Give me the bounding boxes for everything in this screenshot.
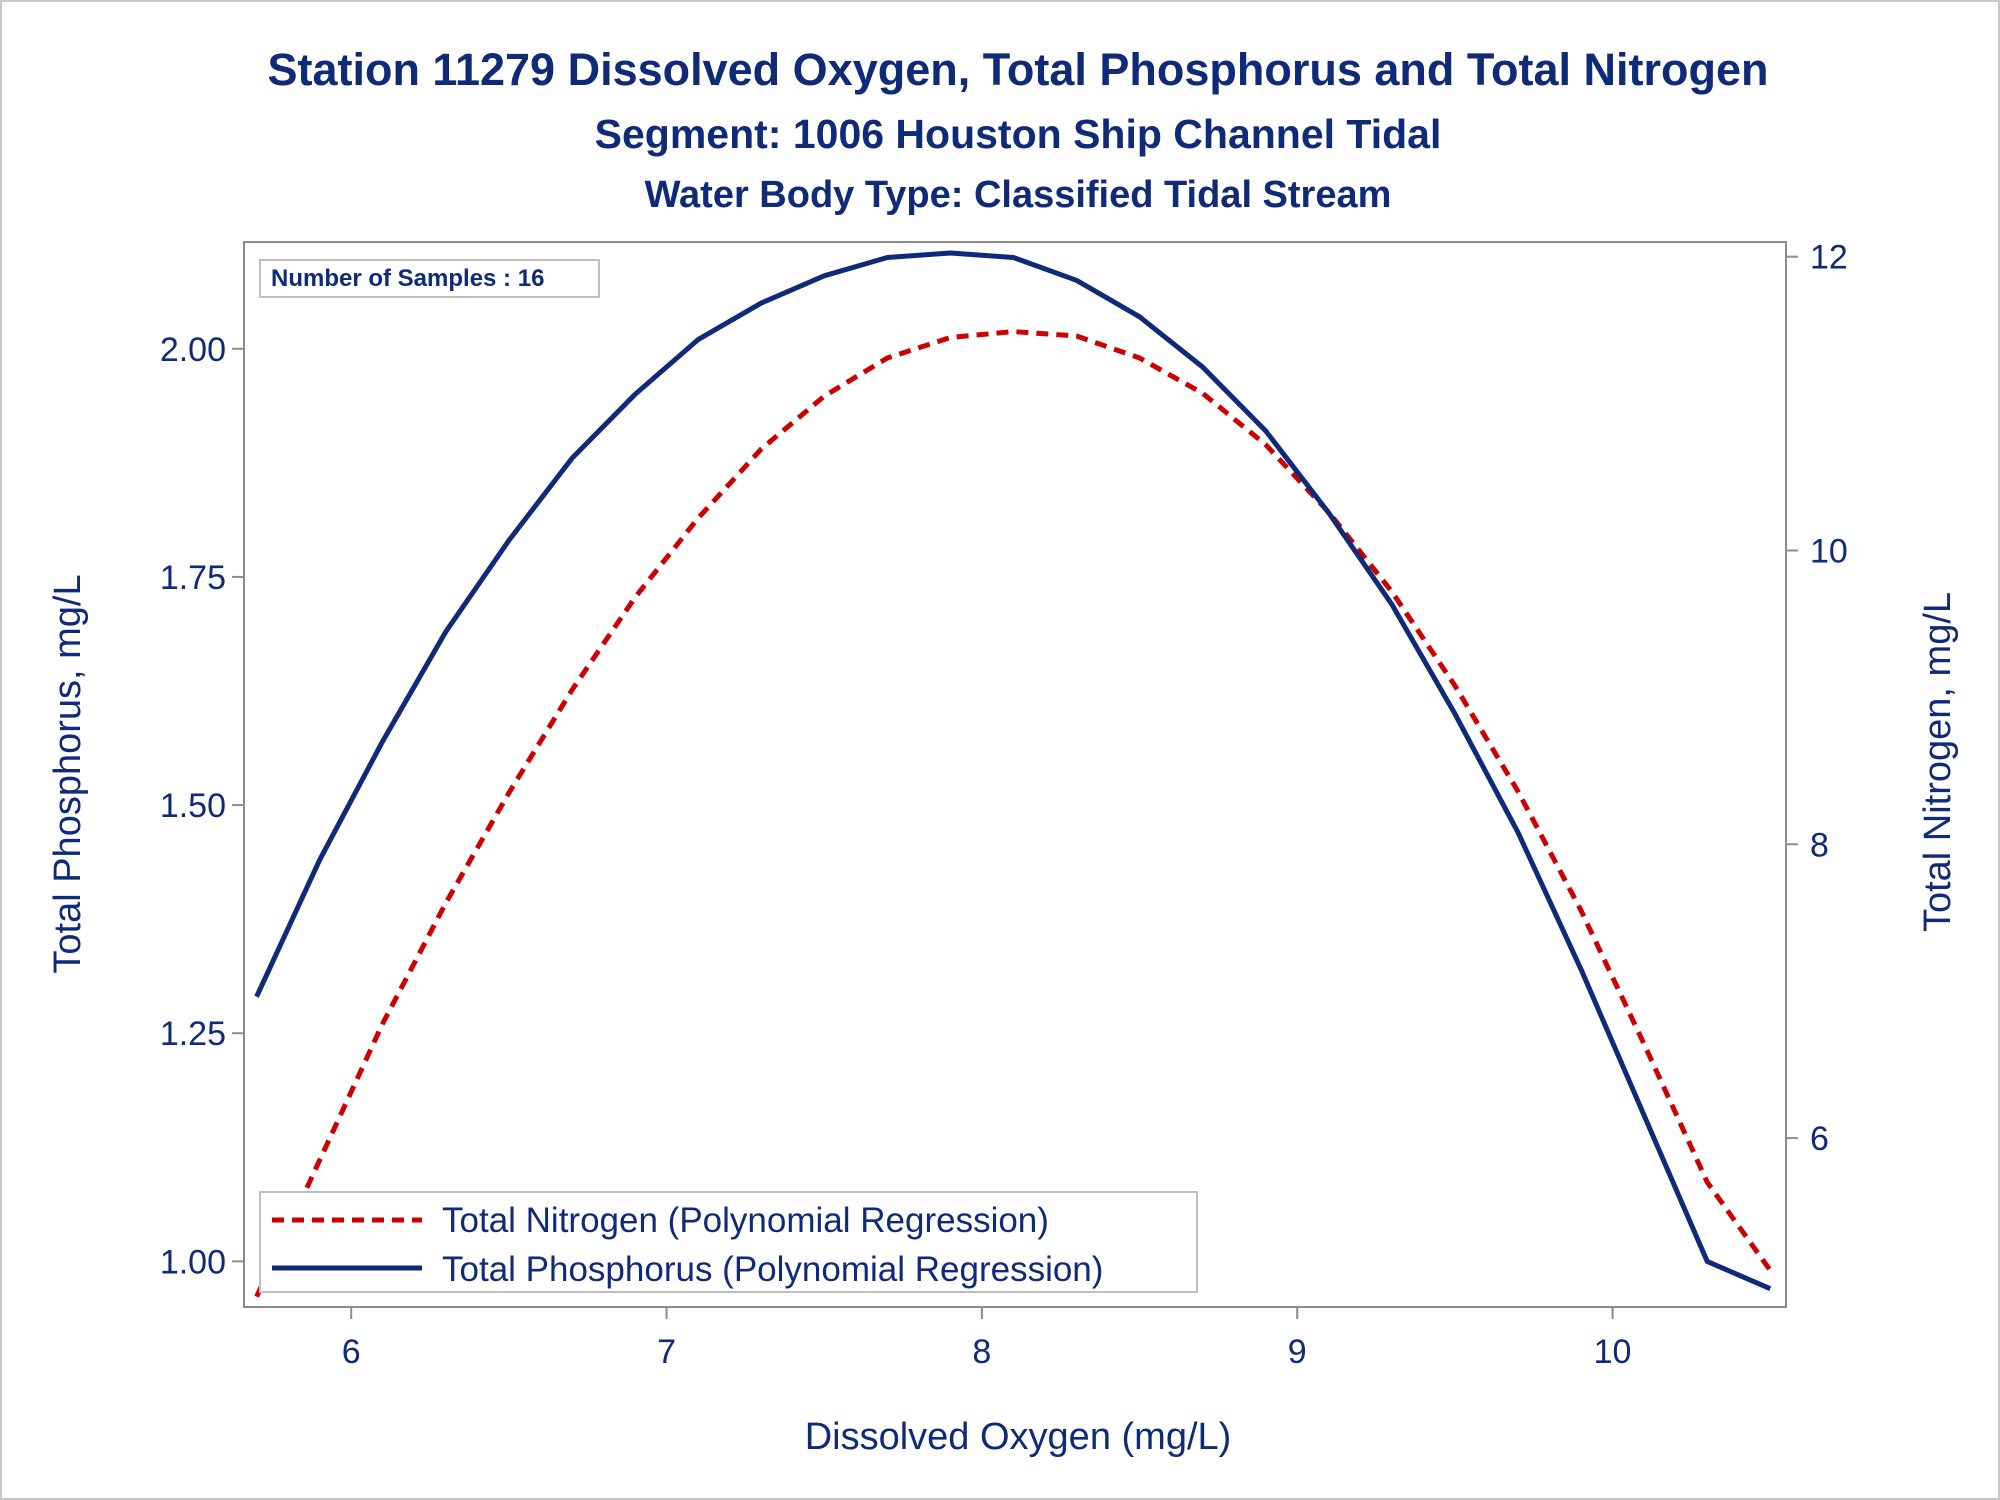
series-line-phosphorus (254, 250, 1772, 1291)
y-left-tick-label: 2.00 (160, 331, 226, 369)
sample-count-box: Number of Samples : 16 (259, 259, 600, 298)
chart-title: Station 11279 Dissolved Oxygen, Total Ph… (267, 44, 1768, 95)
series-layer (254, 250, 1773, 1298)
x-tick-label: 10 (1594, 1333, 1632, 1371)
y-right-tick-label: 12 (1810, 239, 1848, 277)
x-tick-label: 9 (1288, 1333, 1307, 1371)
chart-subtitle: Segment: 1006 Houston Ship Channel Tidal (595, 111, 1442, 157)
x-tick-label: 8 (972, 1333, 991, 1371)
x-tick-label: 6 (342, 1333, 361, 1371)
x-axis: 6 7 8 9 10 (342, 1307, 1632, 1371)
y-right-tick-label: 6 (1810, 1120, 1829, 1158)
chart-subtitle-2: Water Body Type: Classified Tidal Stream (645, 174, 1392, 216)
y-left-tick-label: 1.50 (160, 787, 226, 825)
y-left-tick-label: 1.25 (160, 1015, 226, 1053)
x-tick-label: 7 (657, 1333, 676, 1371)
x-axis-label: Dissolved Oxygen (mg/L) (805, 1416, 1232, 1458)
y-axis-left: 1.00 1.25 1.50 1.75 2.00 (160, 331, 244, 1281)
legend: Total Nitrogen (Polynomial Regression) T… (259, 1191, 1198, 1293)
legend-label-phosphorus: Total Phosphorus (Polynomial Regression) (442, 1250, 1103, 1289)
y-right-tick-label: 10 (1810, 532, 1848, 570)
legend-frame (259, 1191, 1198, 1293)
series-line-nitrogen (254, 329, 1773, 1298)
y-left-tick-label: 1.75 (160, 559, 226, 597)
y-axis-right-label: Total Nitrogen, mg/L (1917, 592, 1959, 932)
y-right-tick-label: 8 (1810, 826, 1829, 864)
y-axis-right: 6 8 10 12 (1786, 239, 1848, 1158)
sample-count-text: Number of Samples : 16 (271, 265, 544, 292)
y-axis-left-label: Total Phosphorus, mg/L (47, 574, 89, 973)
legend-label-nitrogen: Total Nitrogen (Polynomial Regression) (442, 1201, 1049, 1240)
plot-area (243, 241, 1787, 1308)
sample-count-frame (259, 259, 600, 298)
y-left-tick-label: 1.00 (160, 1243, 226, 1281)
